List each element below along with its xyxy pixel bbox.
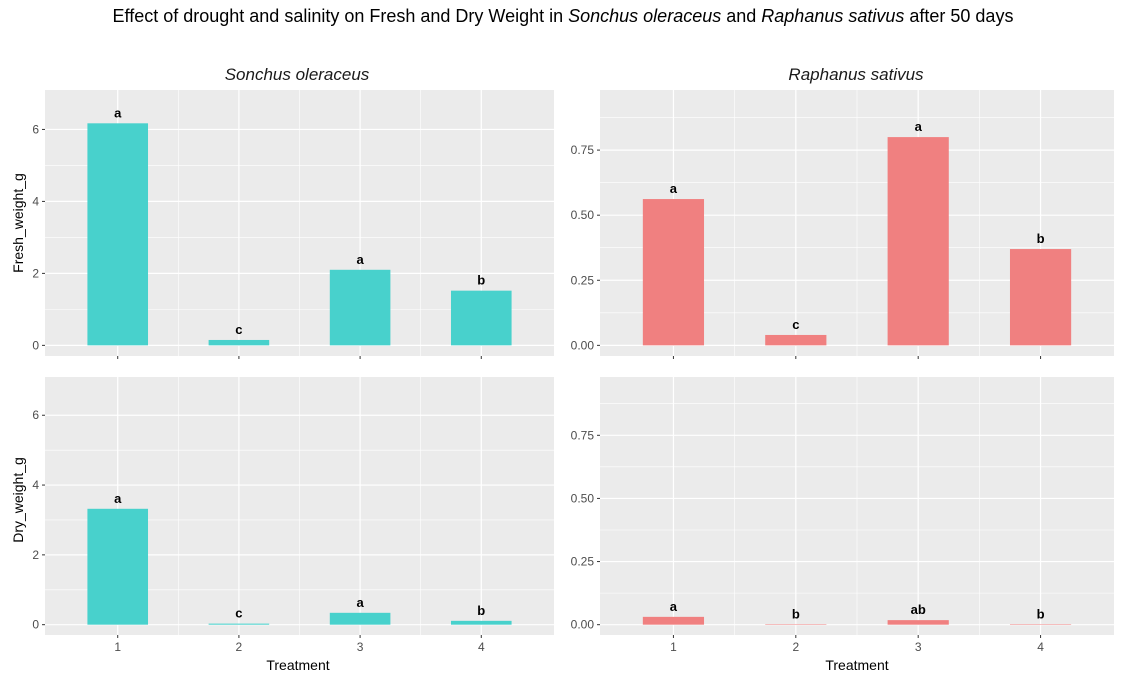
bar-treatment-1 — [87, 508, 149, 625]
x-tick-label: 2 — [236, 640, 243, 654]
panel-1: 0 2 4 6 a c a b — [32, 90, 554, 359]
y-tick-label: 0.75 — [571, 428, 595, 442]
y-tick-label: 0.50 — [571, 208, 595, 222]
panel-4: 0.000.250.500.751 2 3 4ab ab b — [571, 377, 1114, 654]
bar-treatment-2 — [208, 339, 270, 346]
bar-treatment-1 — [87, 123, 149, 346]
y-tick-label: 2 — [32, 266, 39, 280]
significance-label: b — [1037, 231, 1045, 246]
panel-3: 0 2 4 6 1 2 3 4 a c a b — [32, 377, 554, 654]
x-tick-label: 4 — [1037, 640, 1044, 654]
y-tick-label: 6 — [32, 408, 39, 422]
y-axis-title-dry: Dry_weight_g — [10, 457, 26, 543]
significance-label: b — [1037, 606, 1045, 621]
panel-2: 0.00 0.25 0.50 0.75 a c a b — [571, 90, 1114, 359]
y-tick-label: 0.00 — [571, 338, 595, 352]
bar-treatment-4 — [1009, 249, 1072, 346]
significance-label: a — [356, 252, 364, 267]
bar-treatment-4 — [1009, 624, 1072, 625]
bar-treatment-3 — [329, 612, 391, 625]
significance-label: b — [477, 603, 485, 618]
x-axis-title-left: Treatment — [266, 657, 329, 673]
y-tick-label: 2 — [32, 548, 39, 562]
y-axis-title-fresh: Fresh_weight_g — [10, 173, 26, 273]
y-tick-label: 0 — [32, 618, 39, 632]
y-tick-label: 0.00 — [571, 618, 595, 632]
significance-label: a — [114, 491, 122, 506]
significance-label: a — [670, 599, 678, 614]
significance-label: a — [114, 105, 122, 120]
significance-label: a — [670, 181, 678, 196]
x-tick-label: 4 — [478, 640, 485, 654]
bar-treatment-3 — [887, 620, 949, 625]
x-tick-label: 3 — [357, 640, 364, 654]
y-tick-label: 6 — [32, 122, 39, 136]
y-tick-label: 0.25 — [571, 555, 595, 569]
bar-treatment-2 — [765, 624, 827, 625]
bar-treatment-4 — [450, 290, 512, 346]
bar-treatment-1 — [642, 199, 705, 346]
chart-title: Effect of drought and salinity on Fresh … — [113, 6, 1014, 26]
facet-strip-sonchus: Sonchus oleraceus — [225, 65, 370, 84]
significance-label: c — [792, 317, 799, 332]
significance-label: b — [477, 273, 485, 288]
bar-treatment-3 — [887, 137, 949, 346]
significance-label: a — [356, 595, 364, 610]
x-tick-label: 1 — [670, 640, 677, 654]
facet-strip-raphanus: Raphanus sativus — [788, 65, 924, 84]
significance-label: ab — [911, 602, 926, 617]
significance-label: a — [915, 119, 923, 134]
y-tick-label: 0 — [32, 338, 39, 352]
bar-treatment-2 — [765, 334, 827, 346]
y-tick-label: 4 — [32, 478, 39, 492]
x-tick-label: 3 — [915, 640, 922, 654]
bar-treatment-4 — [450, 620, 512, 625]
y-tick-label: 0.75 — [571, 143, 595, 157]
x-tick-label: 1 — [114, 640, 121, 654]
significance-label: c — [235, 606, 242, 621]
bar-treatment-2 — [208, 623, 270, 625]
bar-treatment-1 — [642, 616, 705, 625]
y-tick-label: 0.25 — [571, 273, 595, 287]
y-tick-label: 4 — [32, 194, 39, 208]
significance-label: c — [235, 322, 242, 337]
bar-treatment-3 — [329, 269, 391, 346]
x-tick-label: 2 — [792, 640, 799, 654]
significance-label: b — [792, 606, 800, 621]
y-tick-label: 0.50 — [571, 491, 595, 505]
x-axis-title-right: Treatment — [825, 657, 888, 673]
